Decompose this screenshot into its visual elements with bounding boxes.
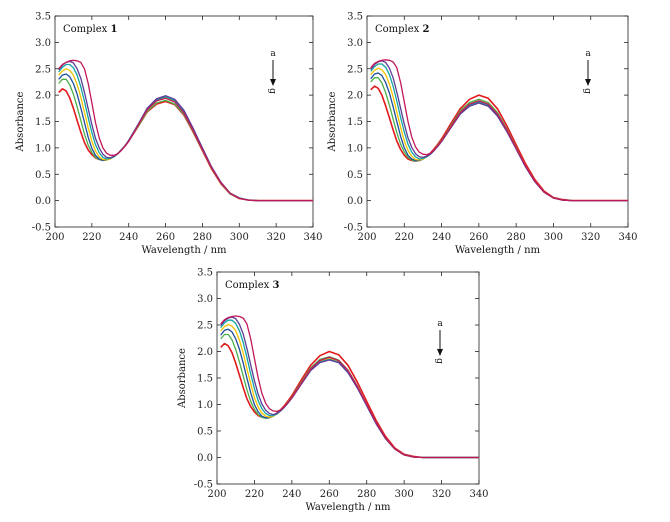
arrow-end-label: g [267,88,277,94]
panel-title-prefix: Complex [375,24,423,35]
x-tick-label: 260 [469,232,488,243]
x-tick-label: 280 [193,232,212,243]
series-line-1 [58,88,313,202]
panel-title-prefix: Complex [225,280,273,291]
y-tick-label: 1.5 [347,117,363,128]
y-tick-label: 2.5 [347,64,363,75]
x-tick-label: 340 [618,232,637,243]
y-axis-label: Absorbance [15,91,26,152]
y-tick-label: 3.5 [347,12,363,23]
x-tick-label: 300 [544,232,563,243]
y-tick-label: 0.0 [35,196,51,207]
series-line-7 [58,59,313,202]
y-tick-label: 1.0 [35,143,51,154]
x-tick-label: 340 [469,489,488,500]
y-tick-label: 0.5 [347,170,363,181]
series-line-2 [58,78,313,202]
x-tick-label: 340 [303,232,322,243]
x-tick-label: 320 [581,232,600,243]
series-line-6 [58,60,313,202]
y-tick-label: 3.0 [347,38,363,49]
plot-frame [54,15,314,228]
trend-arrow-head-icon [270,79,276,86]
y-tick-label: 2.0 [35,91,51,102]
y-tick-label: 1.0 [347,143,363,154]
trend-arrow-head-icon [585,79,591,86]
x-tick-label: 260 [320,489,339,500]
series-line-7 [220,315,479,459]
y-tick-label: 0.0 [347,196,363,207]
y-tick-label: 3.5 [35,12,51,23]
x-tick-label: 280 [357,489,376,500]
x-tick-label: 300 [230,232,249,243]
x-tick-label: 220 [245,489,264,500]
y-tick-label: 1.5 [197,374,213,385]
arrow-start-label: a [270,49,276,59]
y-tick-label: 0.5 [197,427,213,438]
x-tick-label: 260 [156,232,175,243]
series-line-7 [370,59,628,202]
y-tick-label: 1.5 [35,117,51,128]
y-tick-label: 0.0 [197,453,213,464]
y-tick-label: 0.5 [35,170,51,181]
series-line-5 [58,63,313,202]
series-line-5 [370,63,628,202]
panel-title-prefix: Complex [63,24,111,35]
plot-frame [366,15,629,228]
x-tick-label: 200 [45,232,64,243]
x-tick-label: 280 [507,232,526,243]
x-axis-label: Wavelength / nm [141,245,227,256]
series-line-1 [370,85,628,202]
y-axis-label: Absorbance [327,91,338,152]
x-tick-label: 200 [357,232,376,243]
x-tick-label: 220 [395,232,414,243]
y-tick-label: 2.5 [197,321,213,332]
chart-panel-2: 200 220 240 260 280 300 320 340 -0.5 0.0 0.5 1.0 1.5… [327,12,638,257]
x-tick-label: 240 [432,232,451,243]
y-tick-label: 3.0 [197,294,213,305]
x-tick-label: 300 [395,489,414,500]
arrow-start-label: a [437,319,443,329]
chart-panel-3: 200 220 240 260 280 300 320 340 -0.5 0.0 0.5 1.0 1.5… [177,268,489,514]
panel-title-number: 1 [111,24,118,35]
arrow-end-label: g [582,88,592,94]
y-tick-label: 3.5 [197,268,213,279]
trend-arrow-head-icon [437,349,443,356]
y-tick-label: 1.0 [197,400,213,411]
panel-title-number: 3 [273,280,280,291]
y-axis-label: Absorbance [177,348,188,409]
x-axis-label: Wavelength / nm [455,245,541,256]
x-tick-label: 220 [82,232,101,243]
y-tick-label: 3.0 [35,38,51,49]
y-tick-label: 2.5 [35,64,51,75]
x-tick-label: 240 [119,232,138,243]
x-tick-label: 320 [267,232,286,243]
arrow-end-label: g [434,358,444,364]
plot-frame [216,271,480,485]
panel-title: Complex 1 [63,24,117,35]
y-tick-label: -0.5 [194,480,213,491]
panel-title-number: 2 [423,24,430,35]
y-tick-label: 2.0 [197,347,213,358]
x-axis-label: Wavelength / nm [305,502,391,513]
y-tick-label: -0.5 [32,223,51,234]
chart-panel-1: 200 220 240 260 280 300 320 340 -0.5 0.0 0.5 1.0 1.5… [15,12,323,257]
panel-title: Complex 2 [375,24,430,35]
series-line-2 [370,77,628,202]
arrow-start-label: a [585,49,591,59]
y-tick-label: -0.5 [344,223,363,234]
panel-title: Complex 3 [225,280,280,291]
x-tick-label: 200 [207,489,226,500]
y-tick-label: 2.0 [347,91,363,102]
x-tick-label: 320 [432,489,451,500]
x-tick-label: 240 [282,489,301,500]
